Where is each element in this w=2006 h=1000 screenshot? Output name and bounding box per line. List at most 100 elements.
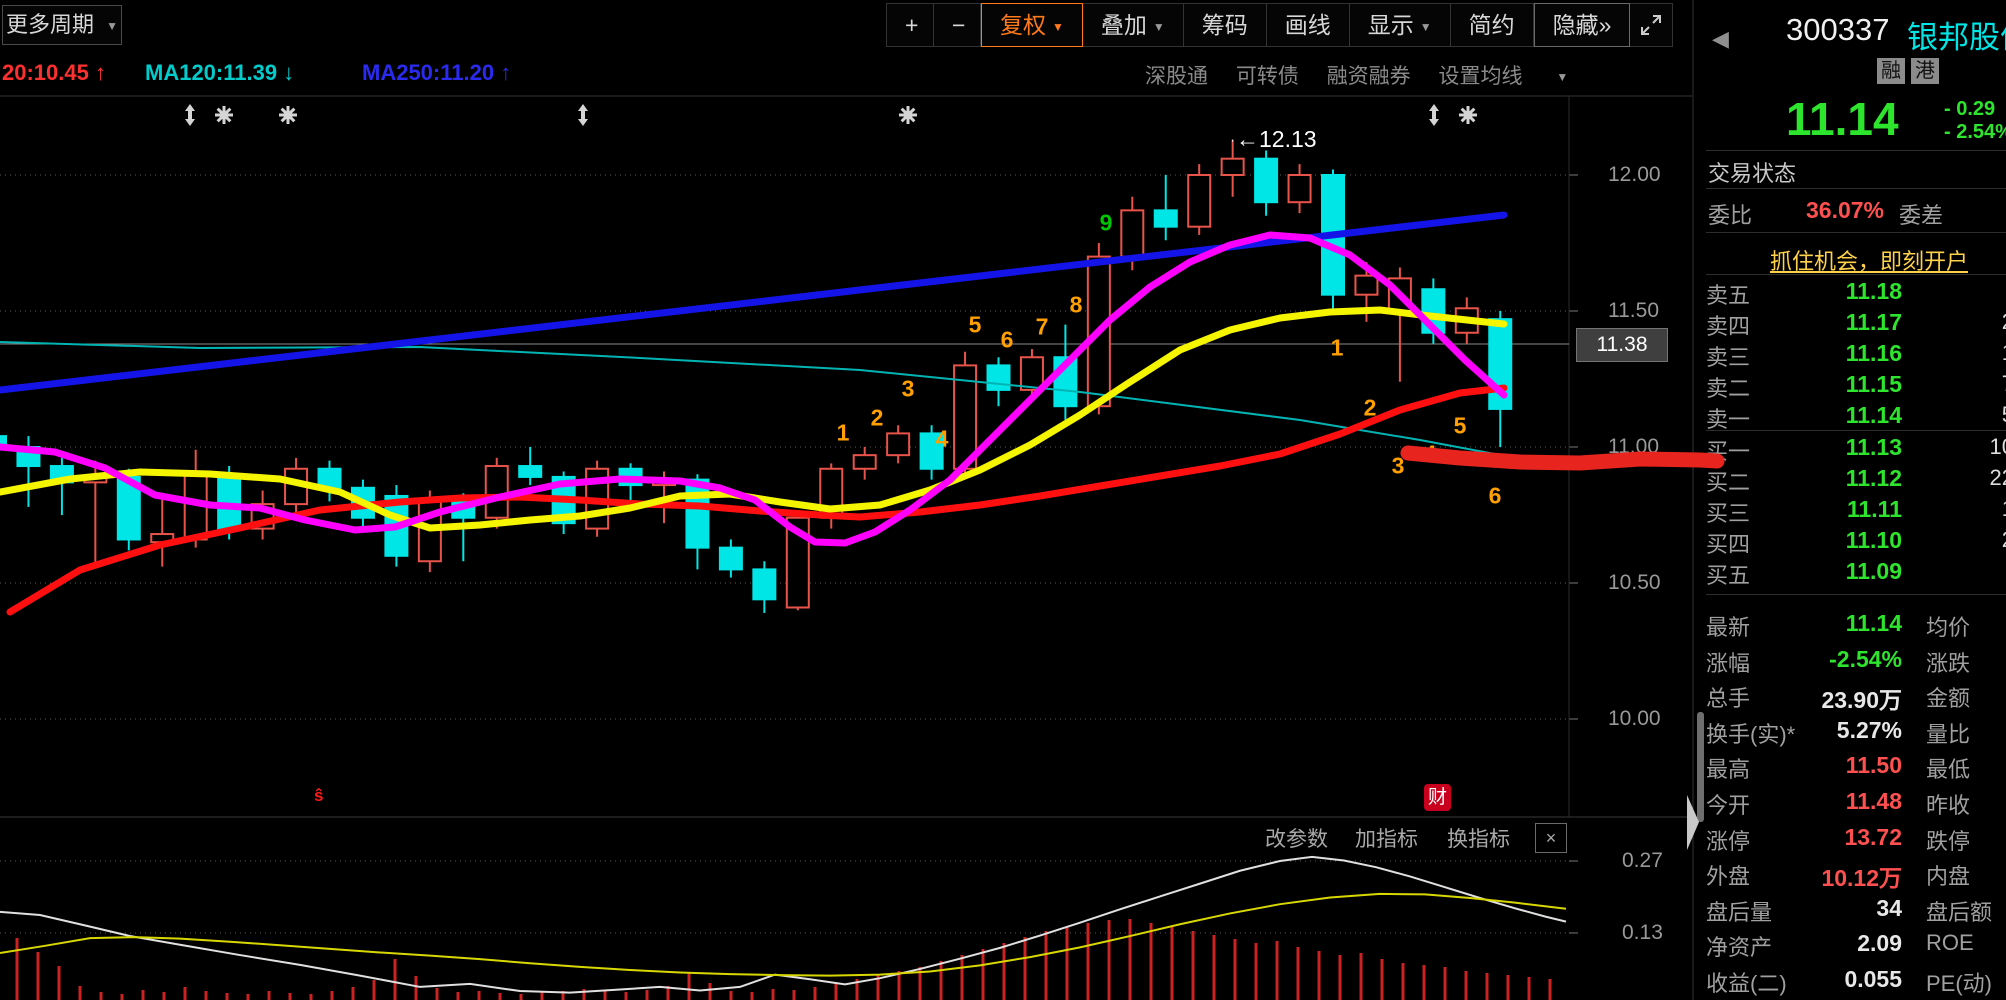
queue-price[interactable]: 11.12 xyxy=(1845,465,1902,491)
stat-label-2: 昨收 xyxy=(1926,793,1971,818)
ask-row[interactable]: 卖一 11.145 xyxy=(1706,402,2006,434)
zoom-in-button[interactable]: + xyxy=(886,3,934,47)
indicator-bar xyxy=(330,991,334,1000)
margin-badge: 融 xyxy=(1877,58,1905,84)
bid-row[interactable]: 买三 11.111 xyxy=(1706,496,2006,528)
collapse-panel-arrow[interactable]: ◀ xyxy=(1712,26,1729,51)
overlay-button[interactable]: 叠加 ▼ xyxy=(1082,3,1184,47)
stat-label: 总手 xyxy=(1706,686,1751,712)
queue-price[interactable]: 11.14 xyxy=(1845,402,1902,428)
updown-arrow-icon[interactable] xyxy=(185,104,195,126)
panel-scrollbar[interactable] xyxy=(1697,712,1704,822)
weibi-value: 36.07% xyxy=(1806,197,1885,223)
updown-arrow-icon[interactable] xyxy=(578,104,588,126)
down-arrow-icon: ↓ xyxy=(283,60,295,85)
stat-row: 净资产 2.09 ROE xyxy=(1706,930,2006,962)
draw-line-button[interactable]: 画线 xyxy=(1266,3,1350,47)
indicator-bar xyxy=(960,955,964,1000)
ask-row[interactable]: 卖二 11.157 xyxy=(1706,371,2006,403)
indicator-bar xyxy=(897,971,901,1000)
link-convertible-bond[interactable]: 可转债 xyxy=(1235,65,1299,88)
indicator-bar xyxy=(36,952,40,1000)
bid-row[interactable]: 买二 11.12 22 xyxy=(1706,465,2006,497)
indicator-bar xyxy=(519,994,523,1000)
bid-row[interactable]: 买四 11.102 xyxy=(1706,527,2006,559)
indicator-bar xyxy=(1044,931,1048,1000)
bid-row[interactable]: 买五 11.09 xyxy=(1706,558,2006,590)
signal-number: 9 xyxy=(1099,209,1113,236)
weicha-label: 委差 xyxy=(1899,203,1944,228)
link-shengutong[interactable]: 深股通 xyxy=(1145,65,1208,88)
ask-row[interactable]: 卖四 11.172 xyxy=(1706,309,2006,341)
queue-volume: 2 xyxy=(1906,309,2006,335)
bid-row[interactable]: 买一 11.13 10 xyxy=(1706,434,2006,466)
queue-price[interactable]: 11.13 xyxy=(1845,434,1902,460)
price-tick-label: 10.50 xyxy=(1608,571,1661,594)
gear-icon[interactable] xyxy=(279,106,297,124)
indicator-bar xyxy=(120,994,124,1000)
link-margin-trading[interactable]: 融资融券 xyxy=(1326,65,1411,88)
indicator-bar xyxy=(1359,953,1363,1000)
indicator-bar xyxy=(1191,931,1195,1000)
gear-icon[interactable] xyxy=(1459,106,1477,124)
queue-price[interactable]: 11.17 xyxy=(1845,309,1902,335)
indicator-bar xyxy=(876,975,880,1000)
indicator-bar xyxy=(57,966,61,1000)
queue-price[interactable]: 11.11 xyxy=(1846,496,1902,522)
close-indicator-button[interactable]: × xyxy=(1535,823,1567,853)
stat-value: 13.72 xyxy=(1844,823,1902,850)
open-account-ad-link[interactable]: 抓住机会，即刻开户 xyxy=(1770,249,1969,274)
stat-value: -2.54% xyxy=(1829,645,1902,672)
gear-icon[interactable] xyxy=(899,106,917,124)
queue-price[interactable]: 11.09 xyxy=(1845,558,1902,584)
change-params-button[interactable]: 改参数 xyxy=(1265,828,1328,851)
ask-row[interactable]: 卖三 11.161 xyxy=(1706,340,2006,372)
finance-news-icon[interactable]: 财 xyxy=(1424,784,1451,811)
stat-value: 34 xyxy=(1876,894,1902,921)
panel-resize-arrow[interactable] xyxy=(1687,795,1699,850)
adjust-price-button[interactable]: 复权 ▼ xyxy=(981,3,1083,47)
overlay-label: 叠加 xyxy=(1100,12,1147,38)
stat-label-2: 金额 xyxy=(1926,686,1971,712)
updown-arrow-icon[interactable] xyxy=(1429,104,1439,126)
indicator-bar xyxy=(1107,920,1111,1000)
add-indicator-button[interactable]: 加指标 xyxy=(1355,828,1418,851)
indicator-bar xyxy=(1023,937,1027,1000)
indicator-bar xyxy=(1401,963,1405,1000)
switch-indicator-button[interactable]: 换指标 xyxy=(1447,828,1510,851)
queue-price[interactable]: 11.18 xyxy=(1845,278,1902,304)
gear-icon[interactable] xyxy=(215,106,233,124)
ma250-label: MA250:11.20 ↑ xyxy=(362,60,512,85)
queue-price[interactable]: 11.15 xyxy=(1845,371,1902,397)
zoom-out-button[interactable]: − xyxy=(934,3,981,47)
stat-value: 2.09 xyxy=(1857,930,1902,957)
stat-label-2: 涨跌 xyxy=(1926,650,1971,676)
hide-button[interactable]: 隐藏» xyxy=(1533,3,1631,47)
stock-name: 银邦股份 xyxy=(1907,20,2006,55)
indicator-bar xyxy=(1170,927,1174,1000)
chips-button[interactable]: 筹码 xyxy=(1183,3,1267,47)
queue-level-label: 买三 xyxy=(1706,501,1751,526)
stat-value: 11.50 xyxy=(1845,752,1902,779)
queue-price[interactable]: 11.16 xyxy=(1845,340,1902,366)
stat-label: 换手(实)* xyxy=(1706,721,1796,747)
ask-row[interactable]: 卖五 11.18 xyxy=(1706,278,2006,310)
indicator-bar xyxy=(561,991,565,1000)
stat-label: 今开 xyxy=(1706,793,1751,818)
queue-price[interactable]: 11.10 xyxy=(1845,527,1902,553)
queue-volume: 22 xyxy=(1989,465,2006,490)
indicator-bar xyxy=(1380,959,1384,1000)
price-tick-label: 10.00 xyxy=(1608,707,1661,730)
simple-mode-button[interactable]: 简约 xyxy=(1450,3,1534,47)
queue-volume: 7 xyxy=(1906,371,2006,397)
stat-label-2: 最低 xyxy=(1926,757,1971,783)
indicator-bar xyxy=(918,967,922,1000)
fullscreen-button[interactable] xyxy=(1630,3,1674,47)
indicator-bar xyxy=(162,992,166,1000)
indicator-tick-label: 0.27 xyxy=(1622,849,1663,872)
set-ma-button[interactable]: 设置均线 ▼ xyxy=(1438,65,1569,88)
peak-price-annotation: ←12.13 xyxy=(1236,126,1317,152)
more-periods-button[interactable]: 更多周期 ▼ xyxy=(2,5,122,45)
display-button[interactable]: 显示 ▼ xyxy=(1349,3,1451,47)
